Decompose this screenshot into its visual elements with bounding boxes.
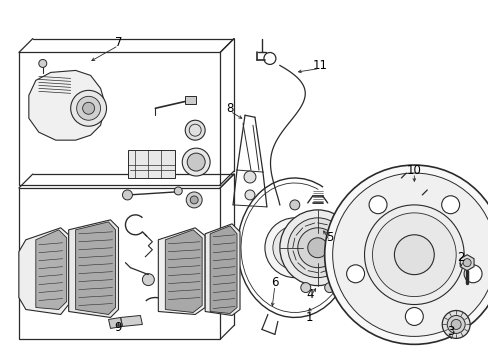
Circle shape xyxy=(447,315,464,333)
Circle shape xyxy=(441,196,459,214)
Circle shape xyxy=(372,213,455,297)
Text: 11: 11 xyxy=(311,59,326,72)
Circle shape xyxy=(368,196,386,214)
Circle shape xyxy=(122,190,132,200)
Circle shape xyxy=(297,228,337,268)
Polygon shape xyxy=(108,318,122,328)
Circle shape xyxy=(394,235,433,275)
Polygon shape xyxy=(205,224,240,315)
Text: 4: 4 xyxy=(305,288,313,301)
Text: 2: 2 xyxy=(456,251,464,264)
Polygon shape xyxy=(165,230,202,312)
Circle shape xyxy=(71,90,106,126)
Circle shape xyxy=(346,265,364,283)
Circle shape xyxy=(307,238,327,258)
Text: 5: 5 xyxy=(325,231,333,244)
Polygon shape xyxy=(210,226,237,314)
Text: 1: 1 xyxy=(305,311,313,324)
Circle shape xyxy=(244,190,254,200)
Circle shape xyxy=(185,120,205,140)
Circle shape xyxy=(287,218,347,278)
Circle shape xyxy=(279,210,355,285)
Circle shape xyxy=(324,165,488,345)
Circle shape xyxy=(174,187,182,195)
Circle shape xyxy=(463,265,481,283)
Circle shape xyxy=(364,205,463,305)
Polygon shape xyxy=(459,255,473,271)
Circle shape xyxy=(324,283,334,293)
Polygon shape xyxy=(29,71,105,140)
Circle shape xyxy=(405,307,423,325)
Polygon shape xyxy=(36,230,66,310)
Polygon shape xyxy=(68,220,118,318)
Circle shape xyxy=(264,218,324,278)
Circle shape xyxy=(332,173,488,336)
Circle shape xyxy=(450,319,460,329)
Circle shape xyxy=(182,148,210,176)
Circle shape xyxy=(441,310,469,338)
Text: 9: 9 xyxy=(115,321,122,334)
Polygon shape xyxy=(128,150,175,178)
Polygon shape xyxy=(120,315,142,327)
Circle shape xyxy=(289,200,299,210)
Circle shape xyxy=(462,259,470,267)
Polygon shape xyxy=(19,228,68,315)
Circle shape xyxy=(190,196,198,204)
Circle shape xyxy=(244,171,255,183)
Circle shape xyxy=(186,192,202,208)
Circle shape xyxy=(39,59,47,67)
Text: 8: 8 xyxy=(226,102,233,115)
Polygon shape xyxy=(158,228,205,315)
Circle shape xyxy=(300,283,310,293)
Circle shape xyxy=(82,102,94,114)
Text: 6: 6 xyxy=(270,276,278,289)
Circle shape xyxy=(142,274,154,285)
Polygon shape xyxy=(185,96,196,104)
Text: 10: 10 xyxy=(406,163,421,176)
Text: 7: 7 xyxy=(115,36,122,49)
Circle shape xyxy=(187,153,205,171)
Polygon shape xyxy=(76,222,115,315)
Circle shape xyxy=(272,226,316,270)
Text: 3: 3 xyxy=(447,325,454,338)
Circle shape xyxy=(77,96,101,120)
